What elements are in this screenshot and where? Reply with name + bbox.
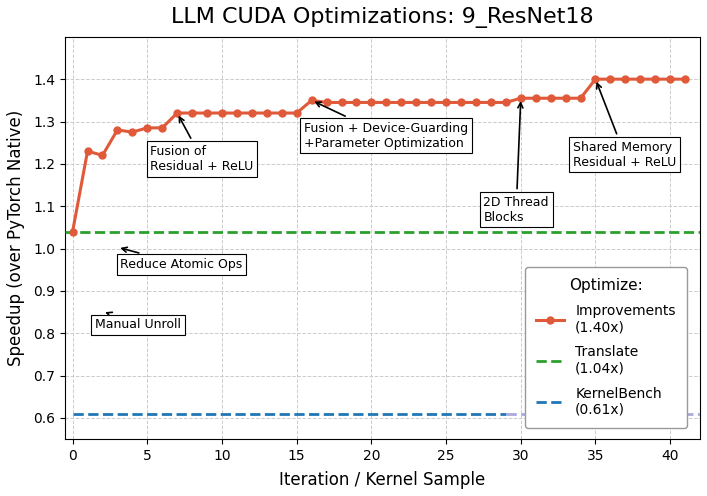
Text: 2D Thread
Blocks: 2D Thread Blocks [484, 103, 549, 224]
Text: Manual Unroll: Manual Unroll [95, 312, 181, 331]
Text: Fusion + Device-Guarding
+Parameter Optimization: Fusion + Device-Guarding +Parameter Opti… [304, 102, 468, 149]
Text: Reduce Atomic Ops: Reduce Atomic Ops [120, 248, 243, 271]
Y-axis label: Speedup (over PyTorch Native): Speedup (over PyTorch Native) [7, 110, 25, 366]
Text: Fusion of
Residual + ReLU: Fusion of Residual + ReLU [151, 117, 254, 173]
Title: LLM CUDA Optimizations: 9_ResNet18: LLM CUDA Optimizations: 9_ResNet18 [171, 7, 594, 28]
X-axis label: Iteration / Kernel Sample: Iteration / Kernel Sample [279, 471, 486, 489]
Legend: Improvements
(1.40x), Translate
(1.04x), KernelBench
(0.61x): Improvements (1.40x), Translate (1.04x),… [525, 267, 686, 428]
Text: Shared Memory
Residual + ReLU: Shared Memory Residual + ReLU [573, 83, 677, 169]
